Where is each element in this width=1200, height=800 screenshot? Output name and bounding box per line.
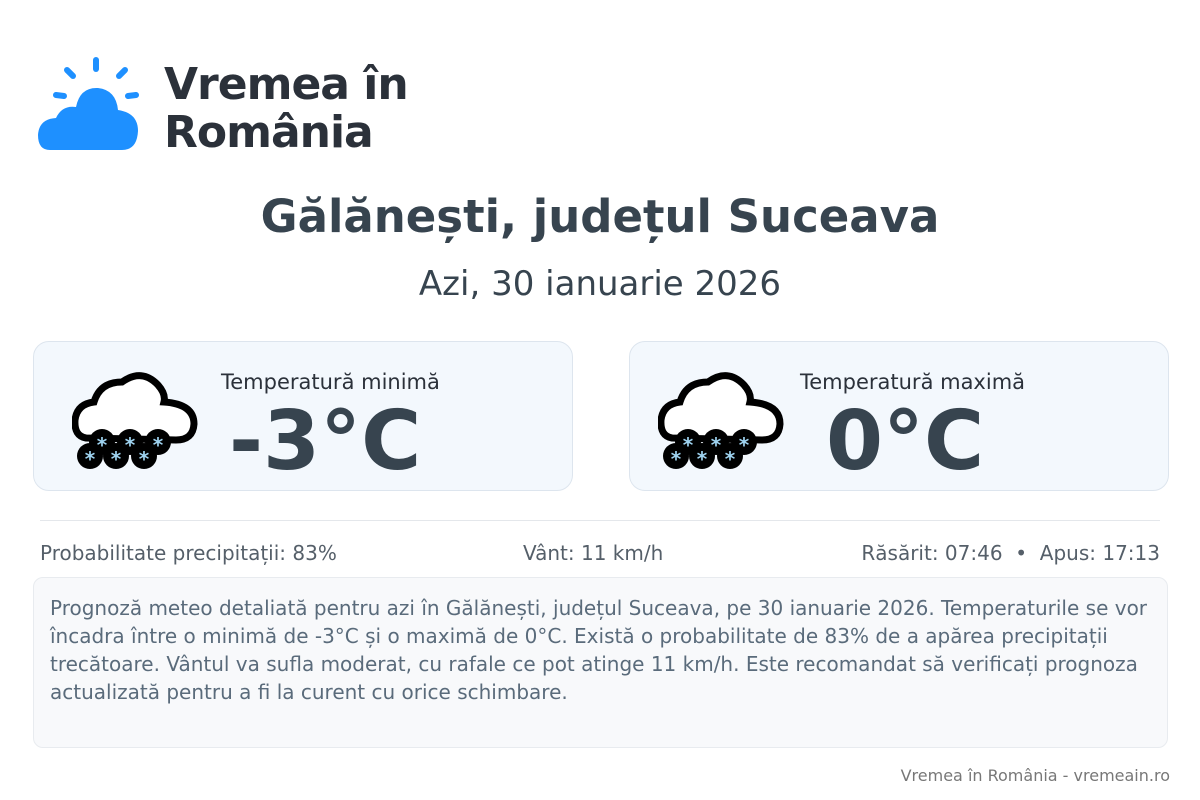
- snow-cloud-icon: * * ** * *: [658, 372, 784, 471]
- svg-text:*: *: [739, 433, 750, 457]
- svg-text:*: *: [683, 433, 694, 457]
- snow-cloud-icon: * * ** * *: [72, 372, 198, 471]
- svg-text:*: *: [671, 447, 682, 471]
- svg-text:*: *: [153, 433, 164, 457]
- brand-name: Vremea în România: [164, 59, 409, 158]
- wind-stat: Vânt: 11 km/h: [523, 541, 664, 565]
- svg-text:*: *: [85, 447, 96, 471]
- divider: [40, 520, 1160, 521]
- forecast-description: Prognoză meteo detaliată pentru azi în G…: [33, 577, 1168, 748]
- precipitation-stat: Probabilitate precipitații: 83%: [40, 541, 337, 565]
- sunrise-sunset-stat: Răsărit: 07:46 • Apus: 17:13: [861, 541, 1160, 565]
- svg-text:*: *: [711, 433, 722, 457]
- svg-text:*: *: [725, 447, 736, 471]
- max-temp-value: 0°C: [826, 394, 985, 489]
- svg-text:*: *: [697, 447, 708, 471]
- svg-text:*: *: [125, 433, 136, 457]
- svg-text:*: *: [97, 433, 108, 457]
- min-temp-label: Temperatură minimă: [221, 370, 440, 394]
- max-temp-card: * * * * * * Temperatură maximă 0°C: [629, 341, 1169, 491]
- svg-text:*: *: [111, 447, 122, 471]
- sun-cloud-logo-icon: [38, 57, 139, 150]
- min-temp-value: -3°C: [229, 394, 422, 489]
- site-logo[interactable]: Vremea în România: [36, 55, 409, 157]
- forecast-date: Azi, 30 ianuarie 2026: [418, 264, 782, 304]
- min-temp-card: * * * * * * Temperatură minimă -3°C: [33, 341, 573, 491]
- max-temp-label: Temperatură maximă: [800, 370, 1026, 394]
- page-title: Gălănești, județul Suceava: [260, 190, 940, 243]
- footer-credit: Vremea în România - vremeain.ro: [900, 766, 1170, 785]
- svg-text:*: *: [139, 447, 150, 471]
